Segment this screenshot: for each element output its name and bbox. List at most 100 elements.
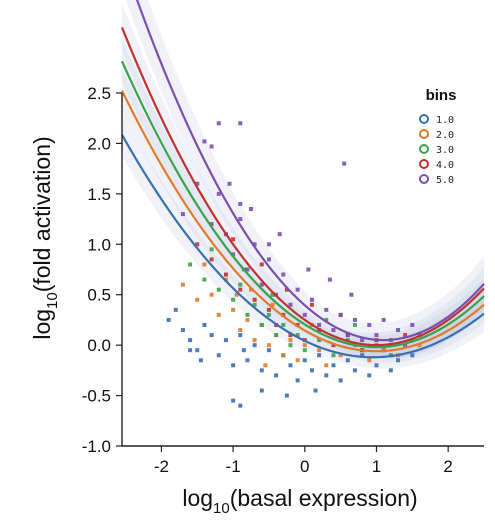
fit-curve-4-0 [120, 26, 485, 347]
data-point [249, 206, 254, 211]
data-point [173, 307, 178, 312]
data-point [381, 317, 386, 322]
data-point [417, 343, 422, 348]
data-point [238, 287, 243, 292]
data-point [234, 292, 239, 297]
data-point [202, 262, 207, 267]
legend-label: 3.0 [436, 145, 454, 156]
data-point [166, 317, 171, 322]
confidence-band-5-0 [125, 0, 484, 359]
data-point [266, 242, 271, 247]
data-point [288, 338, 293, 343]
data-point [302, 358, 307, 363]
data-point [352, 317, 357, 322]
data-point [410, 353, 415, 358]
data-point [259, 262, 264, 267]
legend-marker [419, 174, 429, 184]
data-point [266, 312, 271, 317]
y-axis-title-post: (fold activation) [29, 136, 55, 292]
data-point [252, 242, 257, 247]
data-point [360, 353, 365, 358]
y-axis-title: log10(fold activation) [29, 136, 61, 339]
data-point [349, 292, 354, 297]
x-axis-title-sub: 10 [213, 500, 230, 517]
legend-label: 5.0 [436, 175, 454, 186]
data-point [345, 358, 350, 363]
data-point [374, 363, 379, 368]
data-point [302, 348, 307, 353]
data-point [180, 212, 185, 217]
data-point [238, 121, 243, 126]
data-point [338, 353, 343, 358]
data-point [209, 144, 214, 149]
data-point [281, 353, 286, 358]
data-point [223, 338, 228, 343]
data-point [288, 363, 293, 368]
data-point [295, 378, 300, 383]
data-point [180, 328, 185, 333]
data-point [266, 257, 271, 262]
data-point [238, 328, 243, 333]
data-point [195, 297, 200, 302]
data-point [338, 378, 343, 383]
data-point [252, 297, 257, 302]
data-point [274, 373, 279, 378]
data-point [202, 277, 207, 282]
data-point [249, 287, 254, 292]
data-point [231, 307, 236, 312]
data-point [281, 322, 286, 327]
legend-label: 4.0 [436, 160, 454, 171]
data-point [231, 297, 236, 302]
data-point [231, 398, 236, 403]
data-point [270, 302, 275, 307]
data-point [195, 181, 200, 186]
data-point [288, 343, 293, 348]
data-point [245, 358, 250, 363]
data-point [216, 287, 221, 292]
y-tick-label: 0.5 [87, 286, 111, 305]
fit-curve-1-0 [121, 134, 485, 359]
x-axis-title-pre: log [182, 485, 213, 511]
data-point [302, 312, 307, 317]
y-tick-label: -0.5 [82, 387, 111, 406]
data-point [231, 363, 236, 368]
y-tick-label: 0.0 [87, 336, 111, 355]
data-point [367, 358, 372, 363]
data-point [238, 403, 243, 408]
data-point [209, 292, 214, 297]
data-point [223, 272, 228, 277]
data-point [284, 393, 289, 398]
data-point [238, 333, 243, 338]
data-point [324, 307, 329, 312]
x-axis-title-post: (basal expression) [230, 485, 418, 511]
data-point [245, 312, 250, 317]
data-point [309, 302, 314, 307]
x-tick-label: 1 [372, 457, 381, 476]
data-point [202, 139, 207, 144]
data-point [284, 287, 289, 292]
legend-marker [419, 114, 429, 124]
y-tick-label: 2.5 [87, 84, 111, 103]
data-point [352, 322, 357, 327]
y-axis-title-pre: log [29, 309, 55, 340]
scatter-points [166, 121, 422, 408]
data-point [302, 343, 307, 348]
data-point [270, 292, 275, 297]
data-point [238, 201, 243, 206]
data-point [252, 343, 257, 348]
data-point [252, 338, 257, 343]
data-point [331, 328, 336, 333]
x-ticks: -2 -1 0 1 2 [154, 446, 453, 476]
data-point [238, 282, 243, 287]
data-point [245, 267, 250, 272]
data-point [202, 322, 207, 327]
x-tick-label: 2 [443, 457, 452, 476]
confidence-band-1-0 [122, 113, 484, 369]
data-point [338, 312, 343, 317]
data-point [209, 257, 214, 262]
data-point [266, 343, 271, 348]
x-tick-label: -1 [226, 457, 241, 476]
data-point [288, 302, 293, 307]
data-point [309, 297, 314, 302]
